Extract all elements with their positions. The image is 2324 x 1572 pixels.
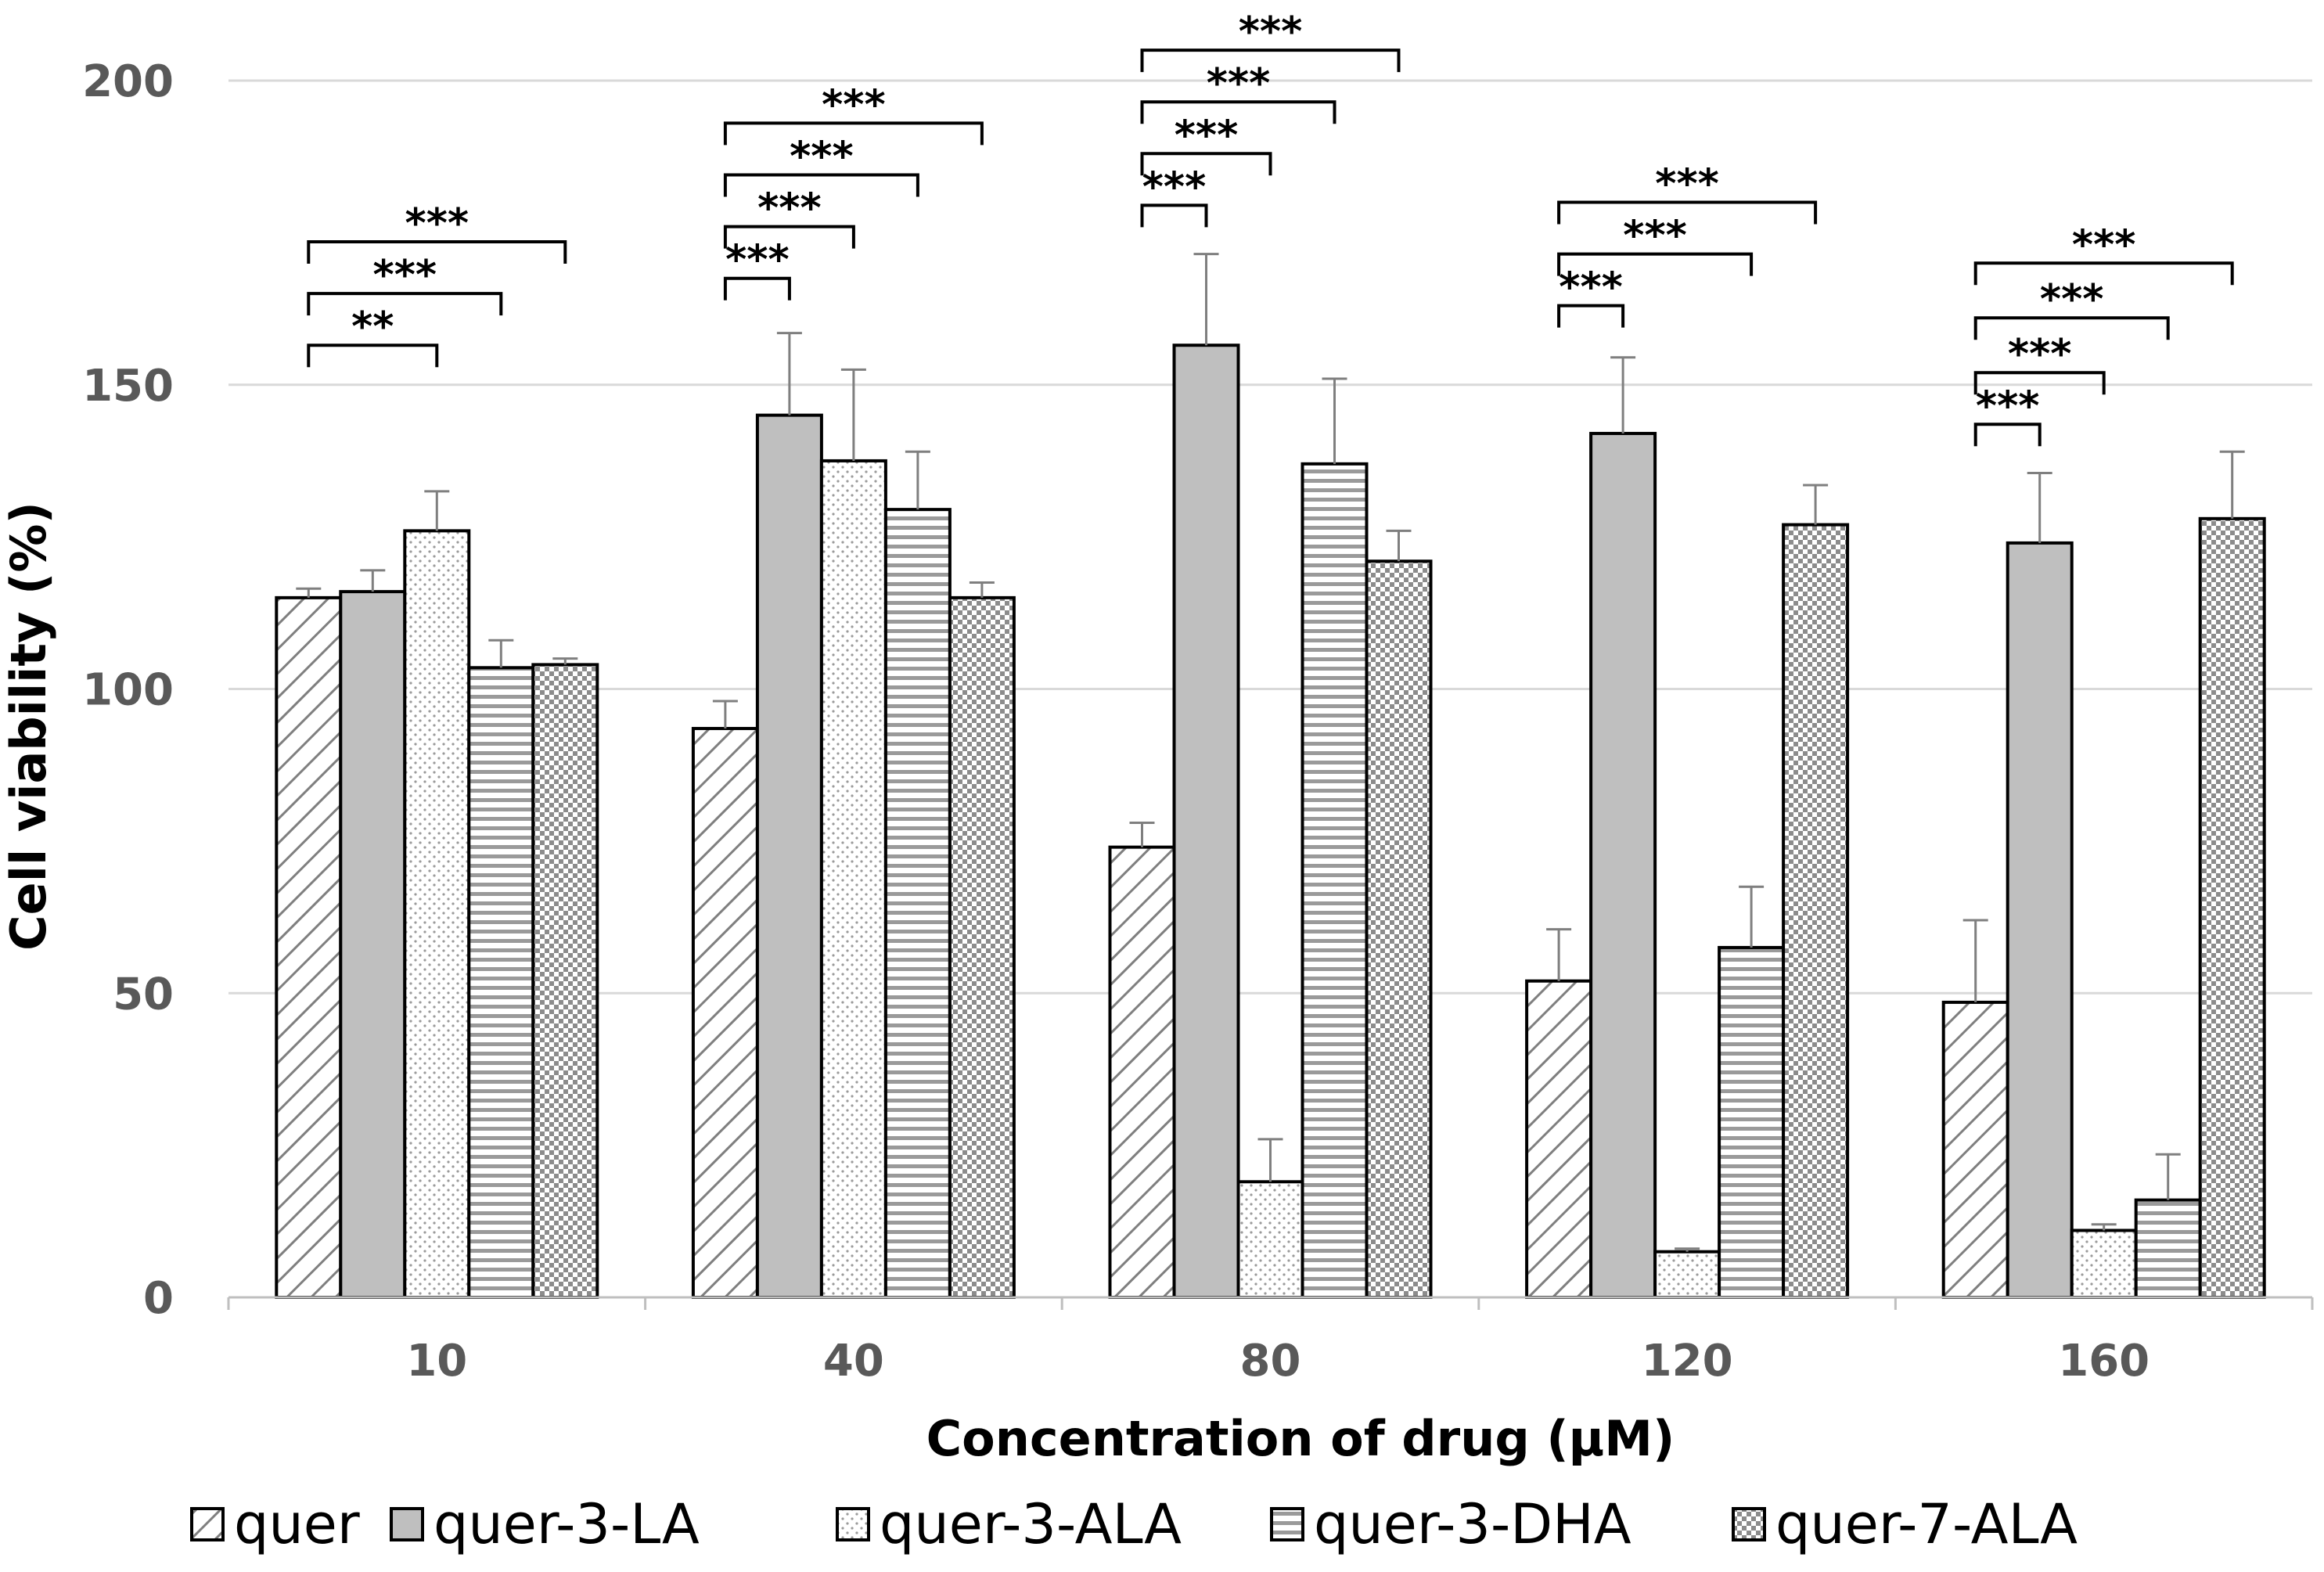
bar-quer-3-DHA-120 [1718,945,1786,1299]
bar-quer-7-ALA-40 [948,595,1016,1299]
significance-label: *** [373,252,437,299]
legend-label-quer-3-LA: quer-3-LA [434,1492,700,1556]
bar-quer-3-LA-40 [755,413,823,1299]
bar-quer-10 [275,595,343,1299]
y-tick-label: 200 [82,56,174,107]
significance-label: *** [2008,331,2072,378]
significance-bracket [1973,261,2234,286]
significance-bracket [1557,200,1818,225]
significance-bracket [723,121,984,146]
legend-swatch-quer-3-DHA [1270,1507,1304,1541]
significance-bracket [1140,203,1208,228]
y-tick-label: 50 [113,969,174,1020]
legend: quer quer-3-LA quer-3-ALA quer-3-DHA quer-7-… [190,1492,2078,1556]
y-tick-label: 0 [143,1273,174,1324]
x-axis-title: Concentration of drug (μM) [926,1410,1675,1467]
bar-quer-3-ALA-80 [1236,1180,1304,1300]
bar-quer-7-ALA-120 [1782,523,1850,1299]
bar-quer-3-DHA-40 [883,508,952,1299]
axes: 0 50 100 150 200 10 40 80 120 160 [82,56,2314,1387]
significance-bracket [1140,100,1336,124]
significance-label: ** [351,304,394,351]
bars [275,344,2266,1300]
significance-bracket [1973,371,2106,395]
x-tick-label: 40 [823,1336,884,1387]
significance-label: *** [405,200,469,247]
significance-brackets: ****************************************… [307,9,2234,447]
bar-quer-3-DHA-10 [467,666,535,1299]
significance-label: *** [1175,112,1239,159]
error-bars [296,253,2245,1252]
bar-quer-120 [1525,979,1593,1299]
significance-bracket [1973,423,2042,447]
y-axis-title: Cell viability (%) [0,502,57,951]
significance-label: *** [1623,213,1687,260]
significance-bracket [1557,252,1754,276]
bar-quer-3-ALA-40 [819,459,887,1299]
x-tick-label: 10 [406,1336,467,1387]
bar-quer-7-ALA-80 [1365,559,1433,1299]
legend-swatch-quer-7-ALA [1732,1507,1766,1541]
significance-label: *** [2072,221,2136,268]
bar-quer-40 [691,727,759,1299]
bar-quer-7-ALA-10 [531,663,599,1299]
x-tick-label: 160 [2058,1336,2150,1387]
significance-bracket [1973,316,2170,340]
significance-label: *** [790,134,854,181]
x-tick-label: 120 [1642,1336,1733,1387]
bar-quer-3-DHA-160 [2134,1198,2202,1299]
x-tick-label: 80 [1240,1336,1301,1387]
legend-swatch-quer [190,1507,225,1541]
significance-bracket [723,225,855,249]
significance-label: *** [1207,60,1271,107]
legend-label-quer-7-ALA: quer-7-ALA [1775,1492,2078,1556]
bar-quer-7-ALA-160 [2198,516,2266,1299]
y-tick-label: 100 [82,665,174,716]
bar-quer-3-LA-160 [2006,541,2074,1299]
significance-label: *** [1655,161,1719,208]
significance-bracket [307,240,567,264]
significance-label: *** [757,185,822,232]
significance-bracket [1140,152,1272,176]
significance-bracket [307,292,503,316]
bar-quer-3-DHA-80 [1301,462,1369,1300]
legend-label-quer-3-ALA: quer-3-ALA [880,1492,1182,1556]
significance-label: *** [2040,276,2104,323]
bar-quer-80 [1108,845,1176,1299]
y-tick-label: 150 [82,361,174,412]
significance-label: *** [1559,264,1623,311]
bar-quer-3-LA-10 [339,590,407,1299]
significance-label: *** [822,81,886,128]
significance-label: *** [1142,164,1207,210]
significance-label: *** [1239,9,1303,56]
bar-quer-3-ALA-10 [403,529,471,1299]
significance-label: *** [725,237,790,284]
legend-swatch-quer-3-LA [390,1507,424,1541]
significance-bracket [723,276,791,300]
bar-quer-3-ALA-160 [2070,1228,2138,1299]
significance-bracket [723,173,919,197]
significance-bracket [1557,304,1625,328]
legend-label-quer: quer [234,1492,360,1556]
bar-quer-160 [1941,1000,2009,1299]
legend-swatch-quer-3-ALA [836,1507,870,1541]
bar-quer-3-ALA-120 [1653,1250,1721,1299]
significance-bracket [307,344,439,368]
legend-label-quer-3-DHA: quer-3-DHA [1314,1492,1631,1556]
significance-bracket [1140,49,1401,73]
significance-label: *** [1976,383,2040,430]
bar-quer-3-LA-80 [1172,344,1240,1299]
bar-quer-3-LA-120 [1589,431,1657,1300]
